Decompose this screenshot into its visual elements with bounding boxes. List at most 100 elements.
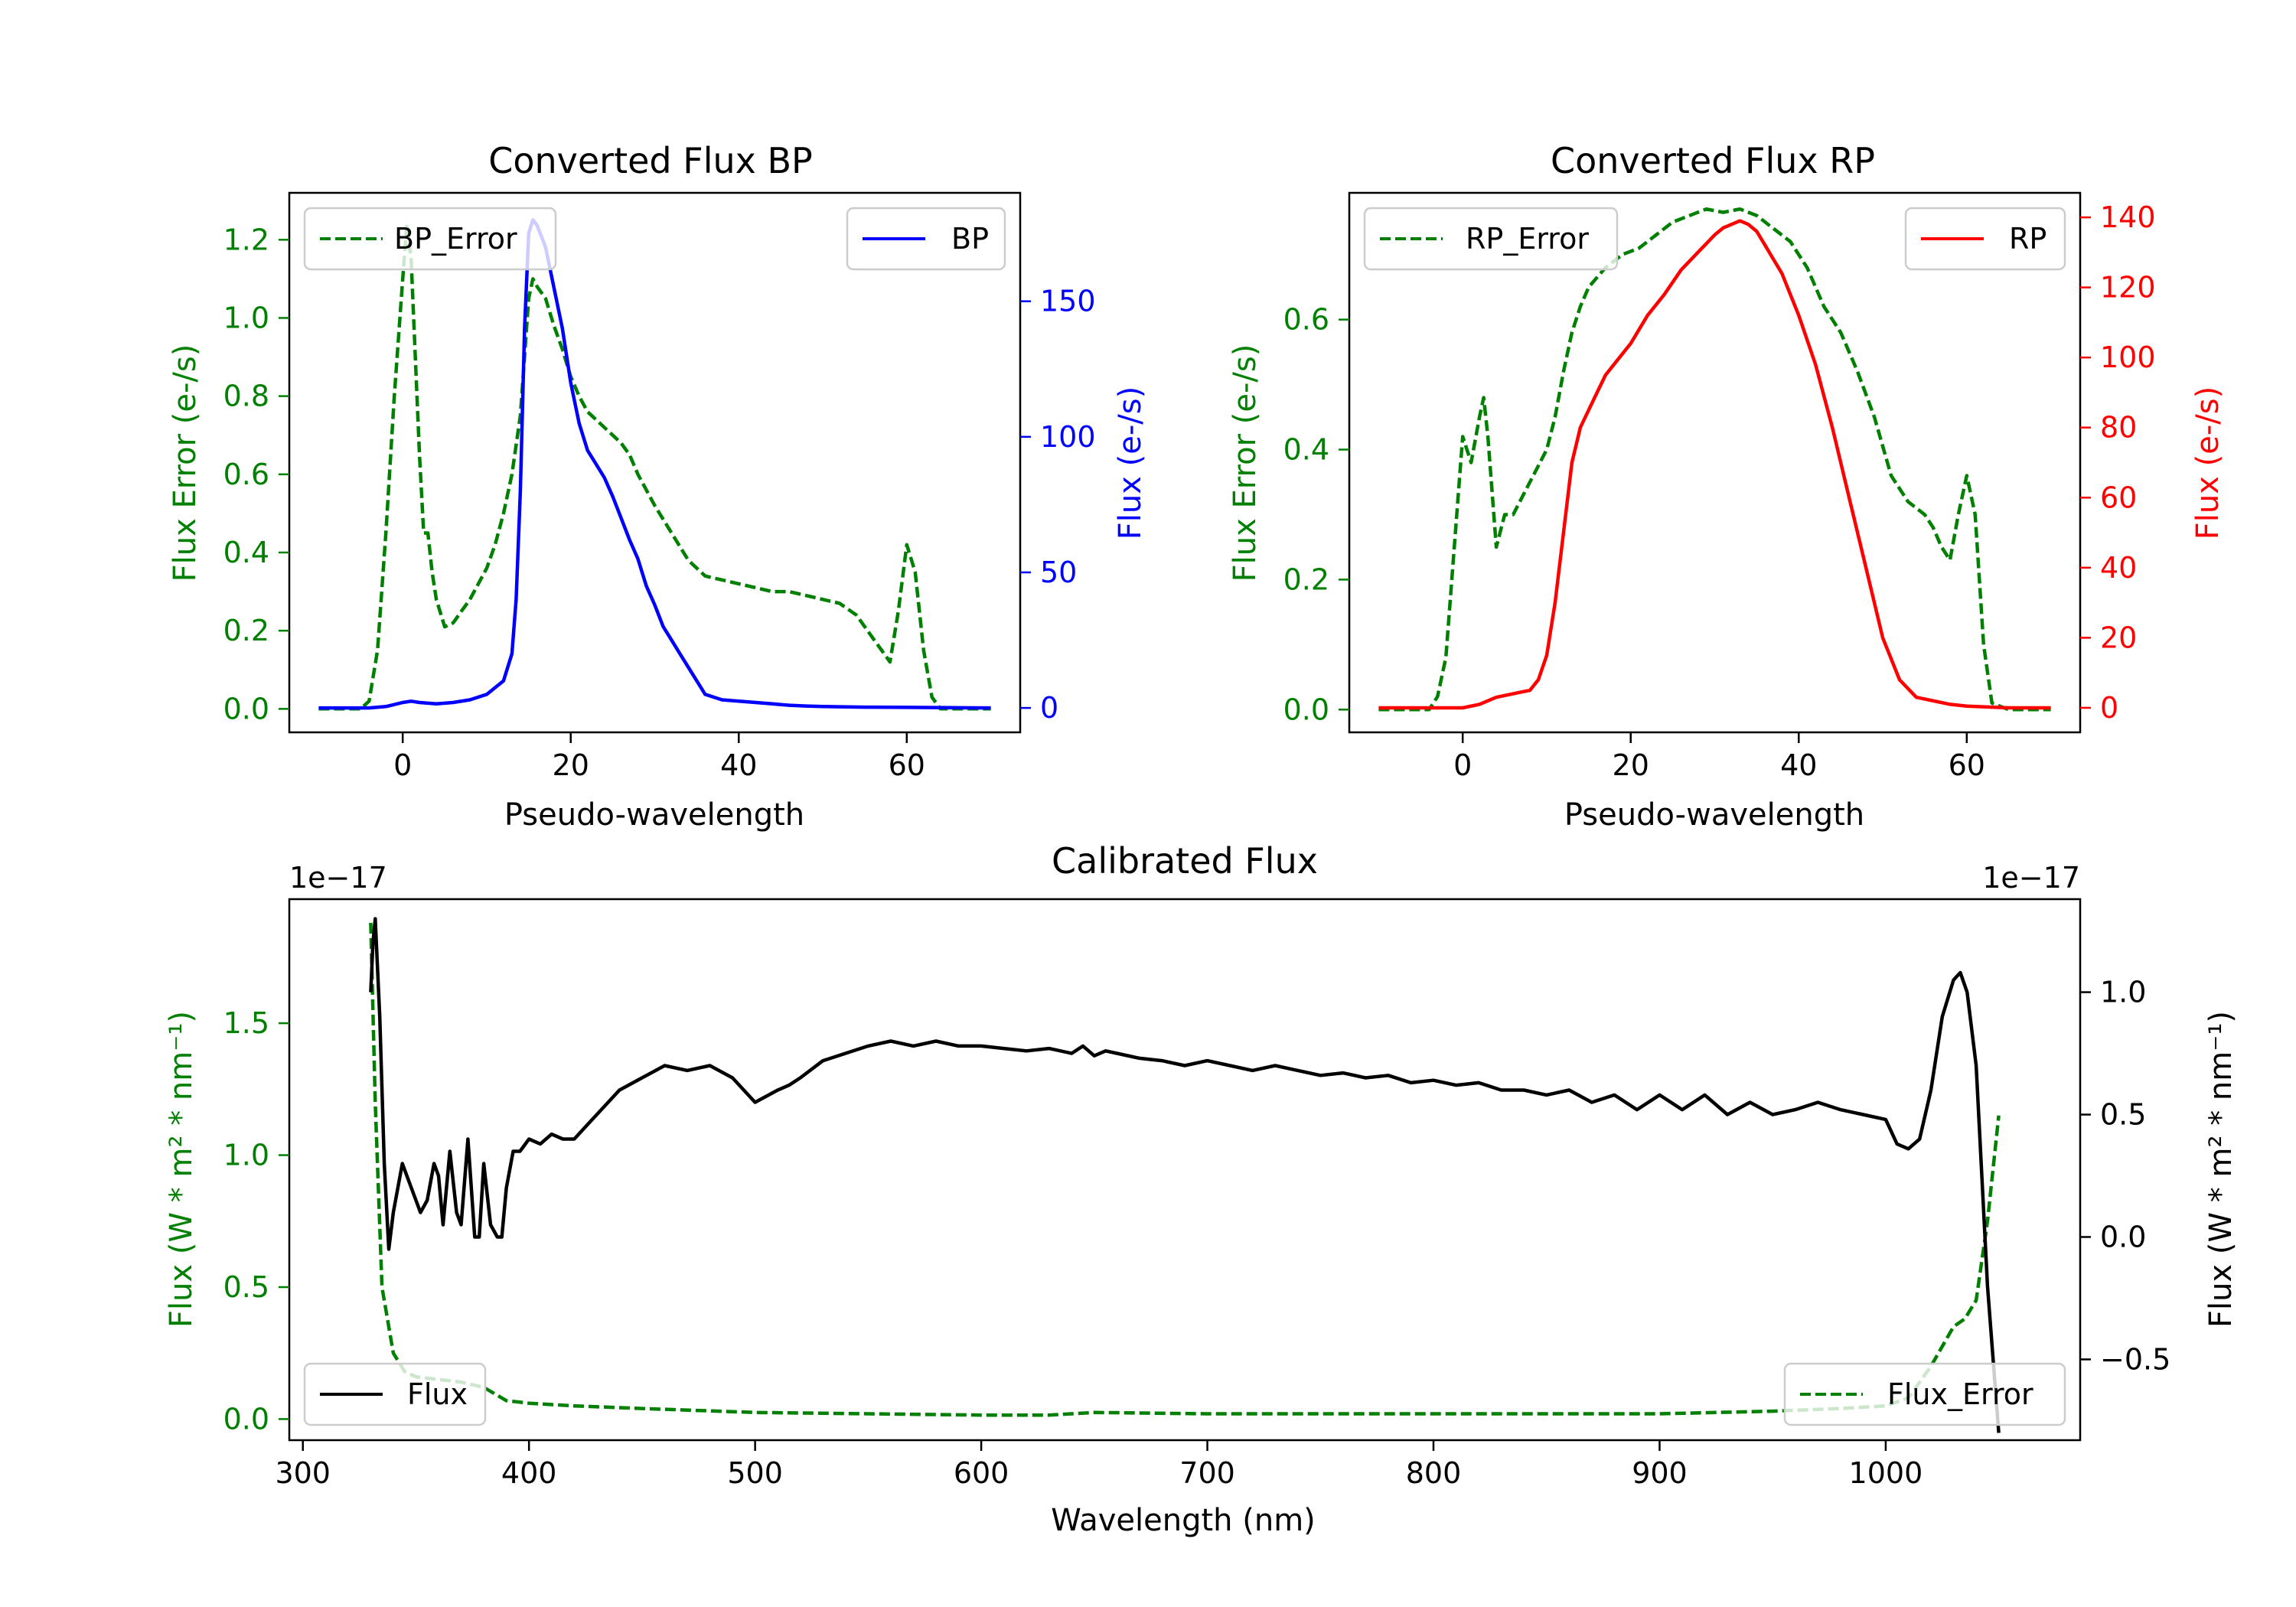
rp-x-tick-label: 20 bbox=[1613, 748, 1649, 782]
bp-series-bp-line bbox=[318, 218, 991, 710]
bp-x-tick-label: 20 bbox=[553, 748, 589, 782]
rp-x-tick-label: 40 bbox=[1780, 748, 1817, 782]
bp-left-tick-label: 0.0 bbox=[223, 692, 269, 725]
bp-left-tick-label: 1.2 bbox=[223, 223, 269, 256]
bp-x-tick-label: 40 bbox=[720, 748, 757, 782]
bp-error-legend-label: BP_Error bbox=[394, 222, 517, 256]
calibrated-left-ticks: 0.0 0.5 1.0 1.5 bbox=[223, 1006, 289, 1436]
rp-left-tick-label: 0.6 bbox=[1283, 303, 1329, 337]
rp-x-axis-label: Pseudo-wavelength bbox=[1564, 797, 1864, 833]
flux-legend-box bbox=[303, 1362, 487, 1426]
calibrated-right-tick-label: −0.5 bbox=[2100, 1342, 2170, 1376]
bp-left-tick-label: 0.8 bbox=[223, 380, 269, 413]
bp-left-tick-label: 1.0 bbox=[223, 301, 269, 334]
calibrated-x-tick-label: 800 bbox=[1406, 1456, 1462, 1490]
rp-series-rp-error-line bbox=[1378, 207, 2051, 712]
bp-left-axis-label: Flux Error (e-/s) bbox=[168, 344, 203, 582]
rp-flux-legend-label: RP bbox=[2009, 222, 2047, 256]
rp-title: Converted Flux RP bbox=[1551, 140, 1875, 181]
flux-error-legend-label: Flux_Error bbox=[1887, 1377, 2033, 1411]
rp-right-tick-label: 20 bbox=[2100, 621, 2137, 654]
rp-x-tick-label: 0 bbox=[1453, 748, 1472, 782]
rp-right-tick-label: 40 bbox=[2100, 551, 2137, 585]
rp-right-tick-label: 80 bbox=[2100, 411, 2137, 445]
bp-panel: Converted Flux BP 0 20 40 60 0.00.20.40.60.… bbox=[168, 140, 1148, 833]
bp-left-tick-label: 0.4 bbox=[223, 536, 269, 569]
calibrated-left-tick-label: 0.0 bbox=[223, 1402, 269, 1436]
calibrated-series-flux-line bbox=[369, 917, 2001, 1433]
calibrated-x-tick-label: 500 bbox=[727, 1456, 783, 1490]
bp-right-tick-label: 0 bbox=[1040, 691, 1058, 725]
bp-left-tick-label: 0.2 bbox=[223, 614, 269, 647]
rp-series-rp-line bbox=[1378, 219, 2051, 710]
calibrated-right-tick-label: 0.5 bbox=[2100, 1098, 2146, 1132]
calibrated-right-offset: 1e−17 bbox=[1982, 861, 2080, 895]
bp-x-tick-label: 0 bbox=[393, 748, 412, 782]
rp-x-ticks: 0 20 40 60 bbox=[1453, 732, 1985, 782]
bp-axes-frame bbox=[288, 191, 1022, 734]
calibrated-x-tick-label: 400 bbox=[501, 1456, 557, 1490]
flux-error-legend: Flux_Error bbox=[1783, 1362, 2066, 1426]
calibrated-right-tick-label: 1.0 bbox=[2100, 976, 2146, 1009]
bp-right-axis-label: Flux (e-/s) bbox=[1113, 386, 1148, 539]
bp-left-tick-label: 0.6 bbox=[223, 458, 269, 491]
rp-right-ticks: 0 20 40 60 80 100 120 140 bbox=[2080, 200, 2156, 725]
calibrated-left-tick-label: 0.5 bbox=[223, 1270, 269, 1304]
bp-x-axis-label: Pseudo-wavelength bbox=[504, 797, 804, 833]
flux-error-legend-box bbox=[1783, 1362, 2066, 1426]
rp-left-axis-label: Flux Error (e-/s) bbox=[1228, 344, 1263, 582]
rp-error-legend: RP_Error bbox=[1363, 207, 1619, 271]
calibrated-x-tick-label: 300 bbox=[275, 1456, 331, 1490]
bp-error-legend: BP_Error bbox=[303, 207, 557, 271]
rp-flux-legend-box bbox=[1904, 207, 2066, 271]
rp-x-tick-label: 60 bbox=[1949, 748, 1985, 782]
bp-flux-legend-box bbox=[846, 207, 1006, 271]
bp-right-tick-label: 50 bbox=[1040, 556, 1077, 589]
bp-series-bp-error-line bbox=[318, 222, 991, 711]
calibrated-x-tick-label: 700 bbox=[1179, 1456, 1235, 1490]
rp-series-layer bbox=[1378, 207, 2051, 712]
calibrated-axes-frame bbox=[288, 898, 2082, 1442]
rp-left-tick-label: 0.0 bbox=[1283, 693, 1329, 726]
bp-error-legend-box bbox=[303, 207, 557, 271]
bp-right-tick-label: 150 bbox=[1040, 285, 1096, 318]
calibrated-left-tick-label: 1.0 bbox=[223, 1139, 269, 1172]
calibrated-x-ticks: 300 400 500 600 700 800 900 1000 bbox=[275, 1440, 1923, 1490]
bp-x-ticks: 0 20 40 60 bbox=[393, 732, 925, 782]
calibrated-x-axis-label: Wavelength (nm) bbox=[1051, 1503, 1316, 1538]
rp-error-legend-box bbox=[1363, 207, 1619, 271]
bp-title: Converted Flux BP bbox=[488, 140, 813, 181]
rp-left-tick-label: 0.4 bbox=[1283, 433, 1329, 467]
calibrated-left-tick-label: 1.5 bbox=[223, 1006, 269, 1040]
bp-left-ticks: 0.0 0.2 0.4 0.6 0.8 1.0 1.2 bbox=[223, 223, 289, 725]
flux-legend-label: Flux bbox=[407, 1377, 468, 1411]
rp-left-tick-label: 0.2 bbox=[1283, 562, 1329, 596]
bp-flux-legend: BP bbox=[846, 207, 1006, 271]
rp-flux-legend: RP bbox=[1904, 207, 2066, 271]
calibrated-x-tick-label: 600 bbox=[954, 1456, 1009, 1490]
calibrated-right-ticks: −0.5 0.0 0.5 1.0 bbox=[2080, 976, 2170, 1376]
calibrated-left-offset: 1e−17 bbox=[289, 861, 387, 895]
calibrated-left-axis-label: Flux (W * m² * nm⁻¹) bbox=[164, 1011, 199, 1328]
rp-right-tick-label: 100 bbox=[2100, 341, 2156, 374]
bp-right-tick-label: 100 bbox=[1040, 420, 1096, 454]
calibrated-x-tick-label: 1000 bbox=[1849, 1456, 1923, 1490]
rp-right-tick-label: 140 bbox=[2100, 200, 2156, 234]
calibrated-x-tick-label: 900 bbox=[1632, 1456, 1688, 1490]
calibrated-right-tick-label: 0.0 bbox=[2100, 1220, 2146, 1253]
rp-left-ticks: 0.0 0.2 0.4 0.6 bbox=[1283, 303, 1349, 726]
bp-flux-legend-label: BP bbox=[951, 222, 989, 256]
rp-axes-frame bbox=[1348, 191, 2082, 734]
rp-right-tick-label: 120 bbox=[2100, 271, 2156, 305]
flux-legend: Flux bbox=[303, 1362, 487, 1426]
bp-right-ticks: 0 50 100 150 bbox=[1020, 285, 1096, 725]
calibrated-right-axis-label: Flux (W * m² * nm⁻¹) bbox=[2203, 1011, 2239, 1328]
rp-panel: Converted Flux RP 0 20 40 60 0.0 0.2 0.4 0.6 0… bbox=[1228, 140, 2226, 833]
calibrated-title: Calibrated Flux bbox=[1052, 840, 1318, 882]
calibrated-panel: Calibrated Flux 1e−17 1e−17 300 400 500 600… bbox=[164, 840, 2239, 1538]
rp-error-legend-label: RP_Error bbox=[1466, 222, 1589, 256]
rp-right-tick-label: 60 bbox=[2100, 481, 2137, 514]
bp-series-layer bbox=[318, 218, 991, 711]
rp-right-axis-label: Flux (e-/s) bbox=[2190, 386, 2226, 539]
